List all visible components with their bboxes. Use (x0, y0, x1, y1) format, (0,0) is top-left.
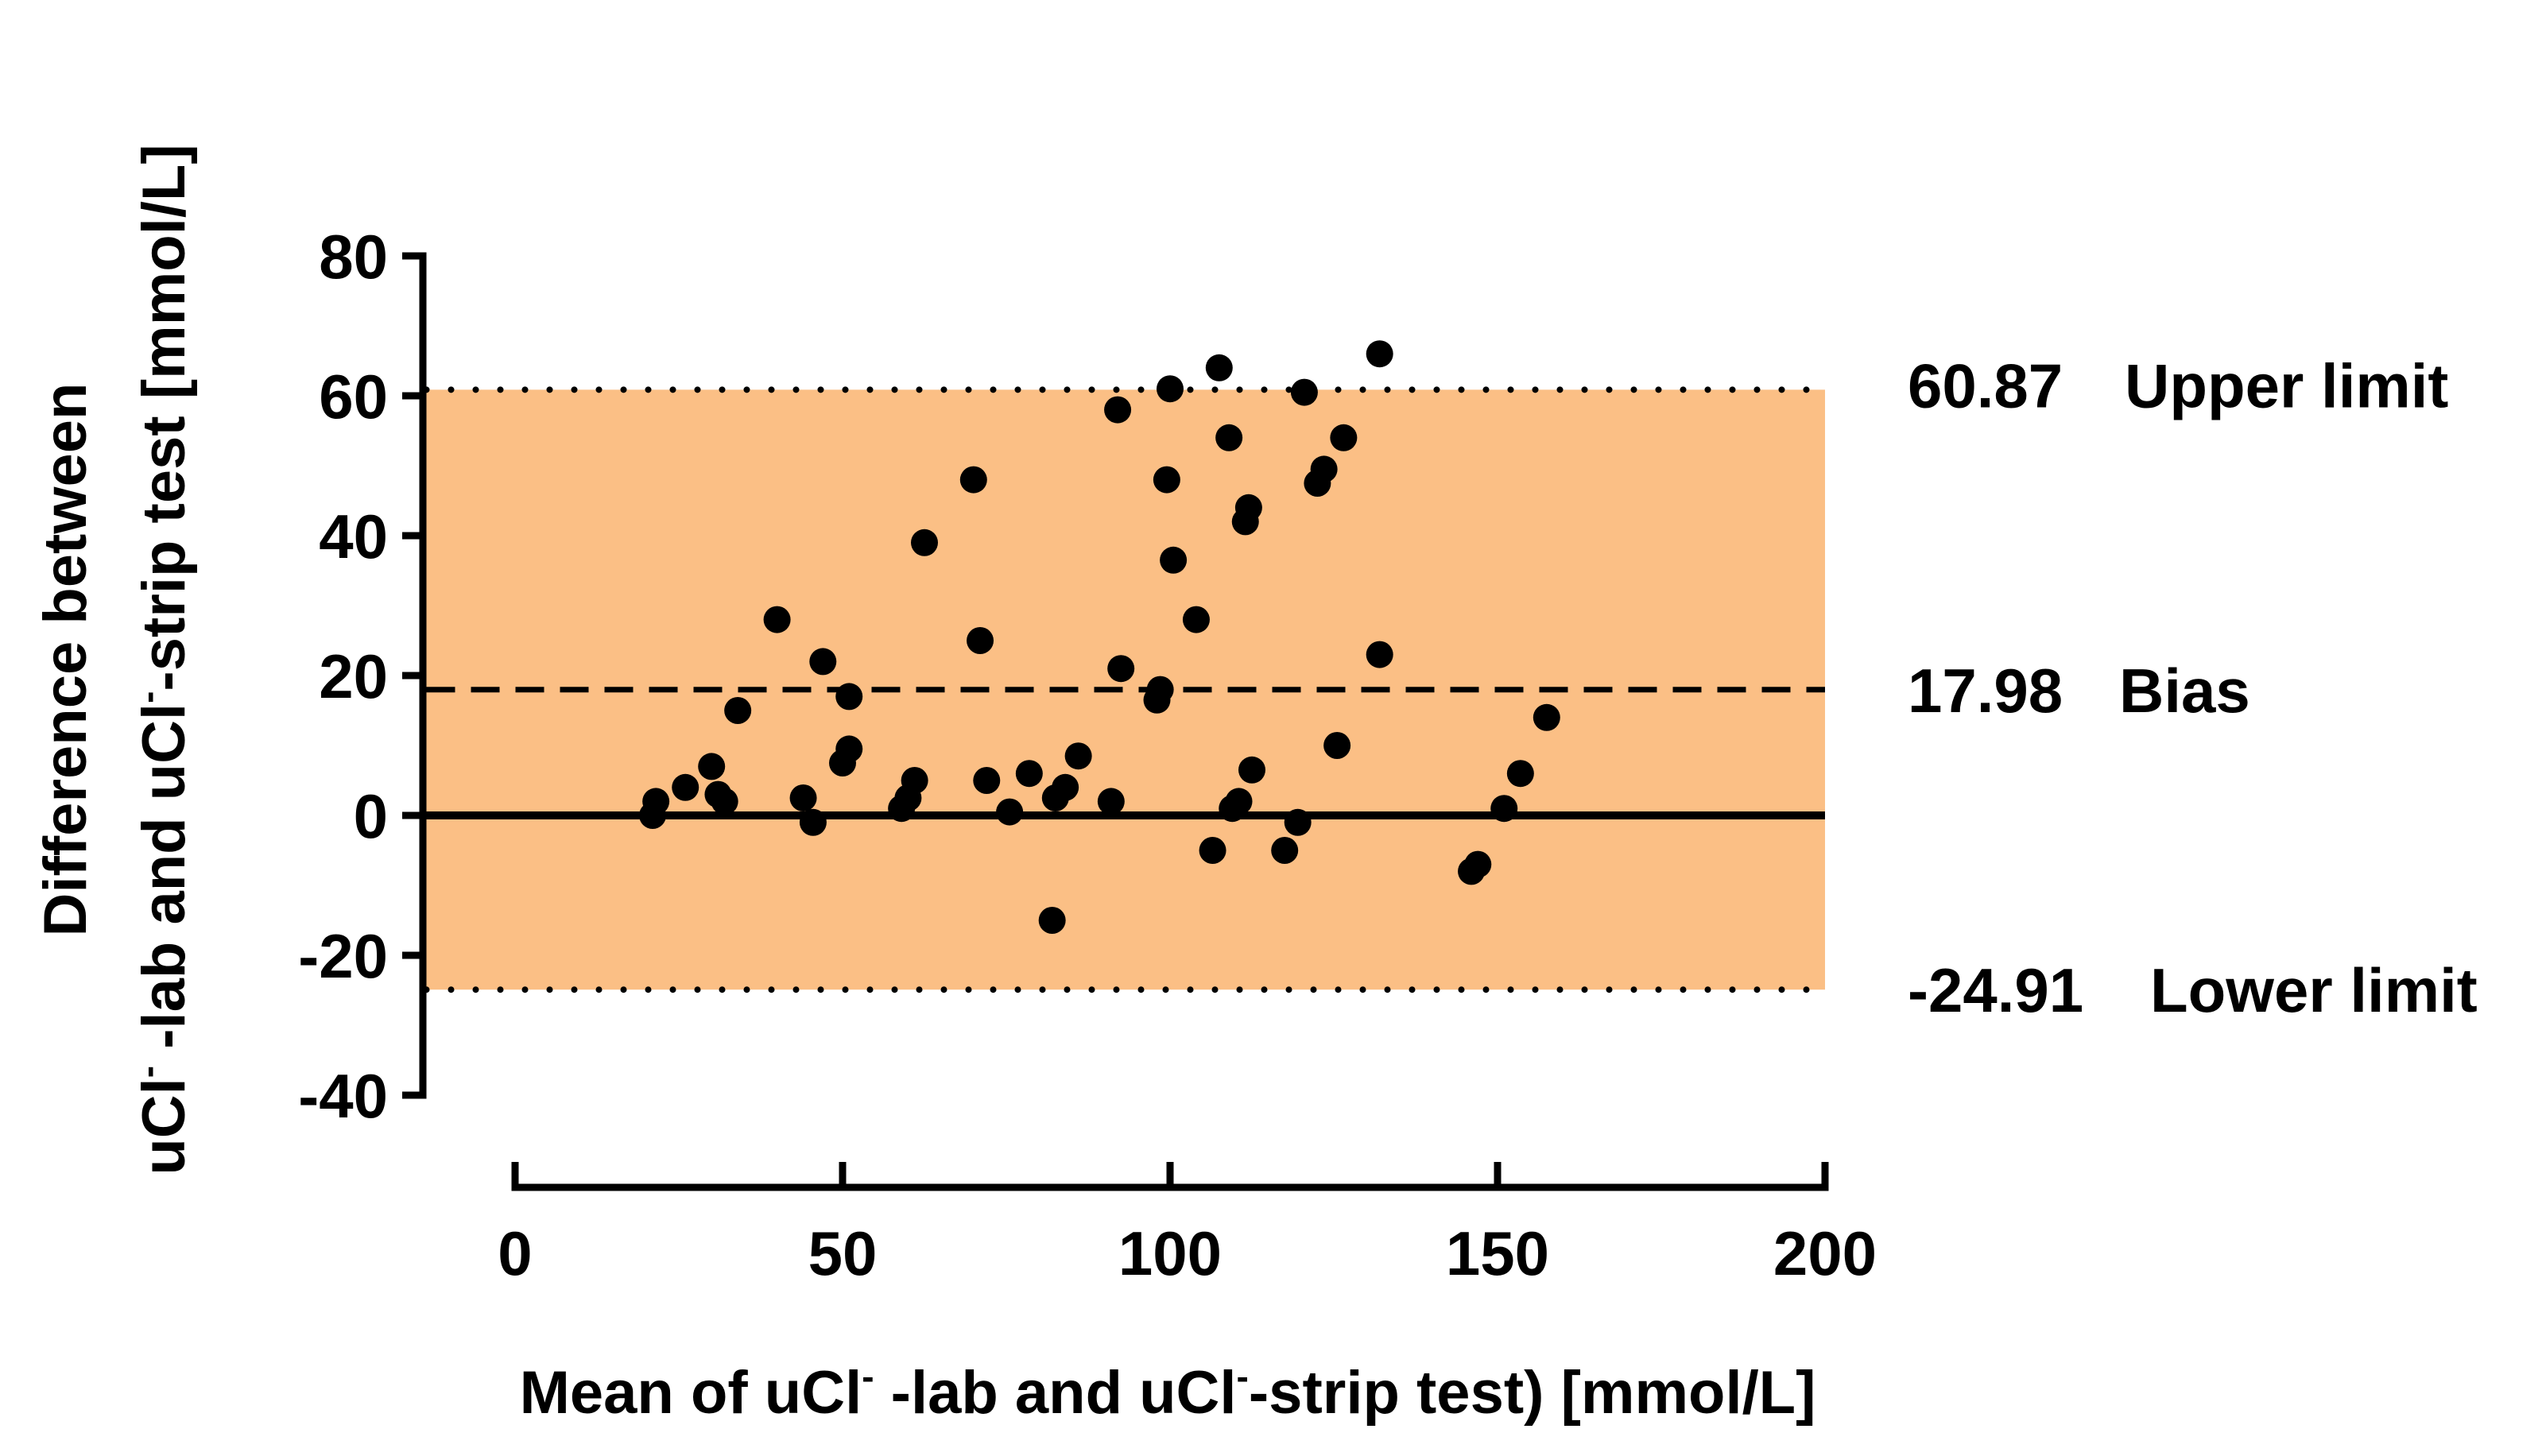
data-point (1284, 808, 1312, 836)
data-point (1104, 396, 1132, 424)
data-point (642, 788, 670, 815)
x-tick-label: 50 (808, 1218, 878, 1288)
x-tick-label: 200 (1773, 1218, 1877, 1288)
x-tick-label: 150 (1446, 1218, 1549, 1288)
data-points (639, 340, 1560, 934)
data-point (1107, 655, 1135, 683)
y-axis-title: Difference between uCl- -lab and uCl--st… (32, 144, 198, 1175)
y-tick-label: 0 (354, 781, 388, 851)
data-point (672, 773, 699, 801)
data-point (789, 784, 817, 811)
data-point (996, 798, 1024, 826)
data-point (1323, 732, 1351, 759)
data-point (1225, 788, 1253, 815)
data-point (799, 808, 827, 836)
data-point (1310, 455, 1338, 483)
data-point (1215, 424, 1243, 451)
x-axis-title: Mean of uCl- -lab and uCl--strip test) [… (520, 1356, 1816, 1427)
y-tick-label: -20 (298, 921, 388, 991)
data-point (1064, 742, 1092, 770)
data-point (1506, 760, 1534, 788)
data-point (809, 648, 837, 676)
y-axis-title-line-2: uCl- -lab and uCl--strip test [mmol/L] (127, 144, 198, 1175)
y-tick-label: 80 (319, 222, 388, 292)
data-point (1038, 907, 1066, 934)
data-point (1238, 756, 1265, 784)
data-point (1490, 795, 1518, 823)
data-point (835, 683, 863, 711)
data-point (1157, 375, 1184, 403)
data-point (1533, 703, 1560, 731)
data-point (1366, 340, 1393, 368)
data-point (967, 627, 994, 654)
data-point (698, 753, 726, 780)
data-point (1153, 466, 1180, 494)
data-point (711, 788, 738, 815)
data-point (763, 606, 791, 633)
bias-text-label: Bias (2119, 656, 2250, 726)
y-axis-title-line-1: Difference between (32, 383, 99, 937)
bias-value-label: 17.98 (1908, 656, 2063, 726)
x-tick-label: 0 (498, 1218, 532, 1288)
y-tick-label: 60 (319, 362, 388, 432)
data-point (1234, 494, 1262, 521)
data-point (1290, 378, 1318, 406)
data-point (1205, 354, 1233, 381)
data-point (1097, 788, 1125, 815)
upper-limit-text-label: Upper limit (2125, 350, 2448, 420)
x-tick-label: 100 (1118, 1218, 1222, 1288)
data-point (1052, 773, 1079, 801)
y-axis: -40 -20 0 20 40 60 80 (298, 222, 427, 1131)
lower-limit-text-label: Lower limit (2150, 955, 2478, 1025)
x-axis: 0 50 100 150 200 (498, 1162, 1877, 1288)
data-point (1015, 760, 1043, 788)
data-point (835, 735, 863, 763)
data-point (1160, 546, 1188, 574)
data-point (973, 767, 1001, 794)
y-tick-label: 20 (319, 641, 388, 711)
data-point (959, 466, 987, 494)
data-point (1330, 424, 1358, 451)
data-point (1464, 850, 1492, 878)
data-point (1182, 606, 1210, 633)
y-tick-label: 40 (319, 501, 388, 571)
lower-limit-value-label: -24.91 (1908, 955, 2083, 1025)
data-point (1199, 837, 1226, 864)
data-point (1146, 676, 1174, 703)
data-point (1271, 837, 1299, 864)
data-point (1366, 641, 1393, 668)
upper-limit-value-label: 60.87 (1908, 350, 2063, 420)
y-tick-label: -40 (298, 1061, 388, 1131)
limits-of-agreement-band (426, 389, 1825, 990)
data-point (911, 529, 938, 556)
reference-line-labels: 60.87 Upper limit 17.98 Bias -24.91 Lower lim… (1908, 350, 2478, 1025)
data-point (901, 767, 928, 794)
data-point (724, 697, 752, 724)
